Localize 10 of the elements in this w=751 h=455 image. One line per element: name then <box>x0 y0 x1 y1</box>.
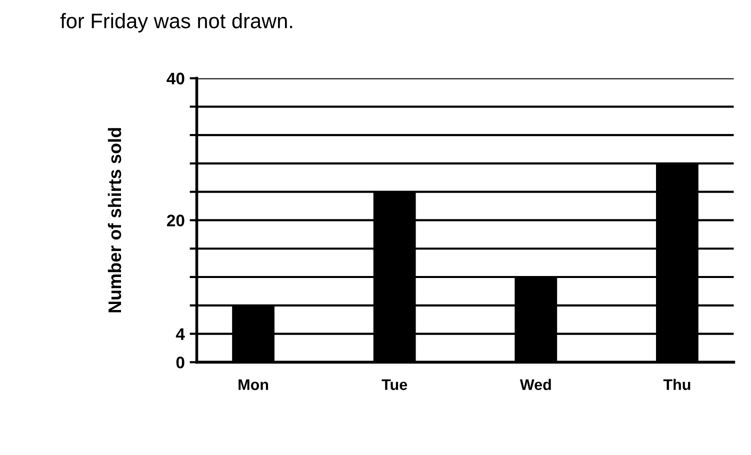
y-axis-title: Number of shirts sold <box>108 128 122 312</box>
x-tick-label: Mon <box>238 379 268 390</box>
y-tick-label: 0 <box>176 356 184 368</box>
y-tick-label: 40 <box>166 72 184 84</box>
y-tick-label: 4 <box>176 328 185 340</box>
text: for Friday was not drawn. <box>60 13 292 32</box>
x-tick-label: Thu <box>663 378 690 390</box>
x-tick-label: Tue <box>382 379 408 390</box>
y-tick-label: 20 <box>167 214 184 226</box>
x-tick-label: Wed <box>520 378 551 390</box>
